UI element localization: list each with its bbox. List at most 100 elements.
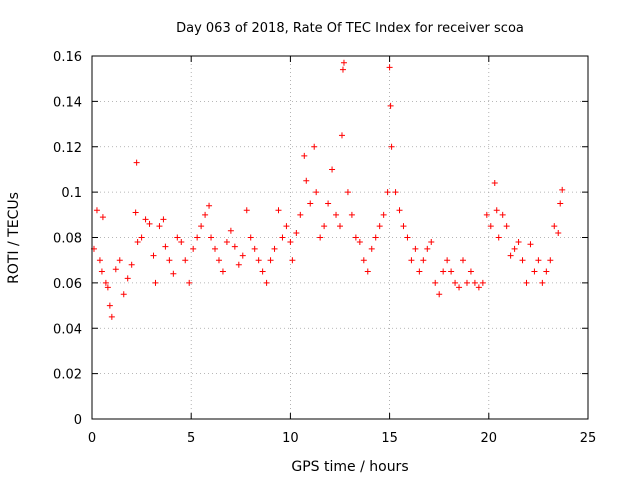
data-point	[507, 252, 514, 259]
data-point	[325, 200, 332, 207]
data-point	[356, 239, 363, 246]
data-point	[333, 211, 340, 218]
grid-layer	[92, 56, 588, 419]
y-axis-label: ROTI / TECUs	[6, 192, 22, 284]
data-point	[444, 257, 451, 264]
data-point	[108, 313, 115, 320]
data-point	[376, 223, 383, 230]
data-point	[338, 132, 345, 139]
data-point	[275, 207, 282, 214]
data-point	[317, 234, 324, 241]
data-point	[460, 257, 467, 264]
data-point	[93, 207, 100, 214]
data-point	[231, 243, 238, 250]
ticks-layer: 0 0.02 0.04 0.06 0.08 0.1 0.12 0.14 0.16 0 5 10 15 20…	[53, 50, 596, 446]
data-point	[263, 279, 270, 286]
data-point	[186, 279, 193, 286]
data-point	[293, 229, 300, 236]
data-point	[452, 279, 459, 286]
data-point	[102, 279, 109, 286]
data-point	[223, 239, 230, 246]
data-point	[271, 245, 278, 252]
data-point	[436, 291, 443, 298]
x-tick-label: 25	[580, 431, 597, 446]
data-point	[112, 266, 119, 273]
data-point	[174, 234, 181, 241]
data-point	[416, 268, 423, 275]
data-point	[98, 268, 105, 275]
data-point	[515, 239, 522, 246]
data-point	[134, 239, 141, 246]
data-point	[96, 257, 103, 264]
data-point	[106, 302, 113, 309]
y-tick-label: 0.12	[53, 141, 82, 156]
data-point	[352, 234, 359, 241]
x-tick-label: 0	[88, 431, 96, 446]
data-point	[475, 284, 482, 291]
data-point	[289, 257, 296, 264]
data-point	[297, 211, 304, 218]
data-point	[239, 252, 246, 259]
data-point	[166, 257, 173, 264]
data-point	[487, 223, 494, 230]
data-point	[519, 257, 526, 264]
chart-title: Day 063 of 2018, Rate Of TEC Index for r…	[176, 21, 524, 36]
data-point	[535, 257, 542, 264]
y-tick-label: 0.02	[53, 368, 82, 383]
data-point	[313, 189, 320, 196]
data-point	[467, 268, 474, 275]
data-point	[539, 279, 546, 286]
data-point	[215, 257, 222, 264]
data-point	[251, 245, 258, 252]
data-point	[547, 257, 554, 264]
data-point	[128, 261, 135, 268]
data-point	[116, 257, 123, 264]
data-point	[380, 211, 387, 218]
data-point	[150, 252, 157, 259]
data-point	[279, 234, 286, 241]
data-point	[104, 284, 111, 291]
data-point	[303, 177, 310, 184]
data-point	[267, 257, 274, 264]
data-point	[255, 257, 262, 264]
data-point	[247, 234, 254, 241]
data-point	[337, 223, 343, 230]
y-tick-label: 0.04	[53, 322, 82, 337]
data-point	[396, 207, 403, 214]
data-point	[527, 241, 534, 248]
data-point	[208, 234, 215, 241]
data-point	[408, 257, 415, 264]
data-point	[124, 275, 131, 282]
data-point	[339, 66, 346, 73]
data-point	[392, 189, 399, 196]
data-point	[170, 270, 177, 277]
data-point	[190, 245, 197, 252]
data-point	[400, 223, 407, 230]
data-point	[368, 245, 375, 252]
data-point	[152, 279, 159, 286]
data-point	[132, 209, 139, 216]
data-point	[348, 211, 355, 218]
data-point	[388, 143, 395, 150]
data-point	[479, 279, 486, 286]
data-point	[133, 159, 140, 166]
data-point	[156, 223, 163, 230]
data-point	[463, 279, 470, 286]
data-point	[340, 59, 347, 66]
data-point	[321, 223, 328, 230]
data-point	[386, 64, 393, 71]
data-point	[523, 279, 530, 286]
y-tick-label: 0.06	[53, 277, 82, 292]
data-point	[495, 234, 502, 241]
points-layer	[90, 59, 566, 320]
data-point	[420, 257, 427, 264]
data-point	[559, 186, 566, 193]
data-point	[162, 243, 169, 250]
data-point	[364, 268, 371, 275]
data-point	[142, 216, 149, 223]
data-point	[412, 245, 419, 252]
data-point	[491, 180, 498, 187]
data-point	[202, 211, 209, 218]
data-point	[243, 207, 250, 214]
